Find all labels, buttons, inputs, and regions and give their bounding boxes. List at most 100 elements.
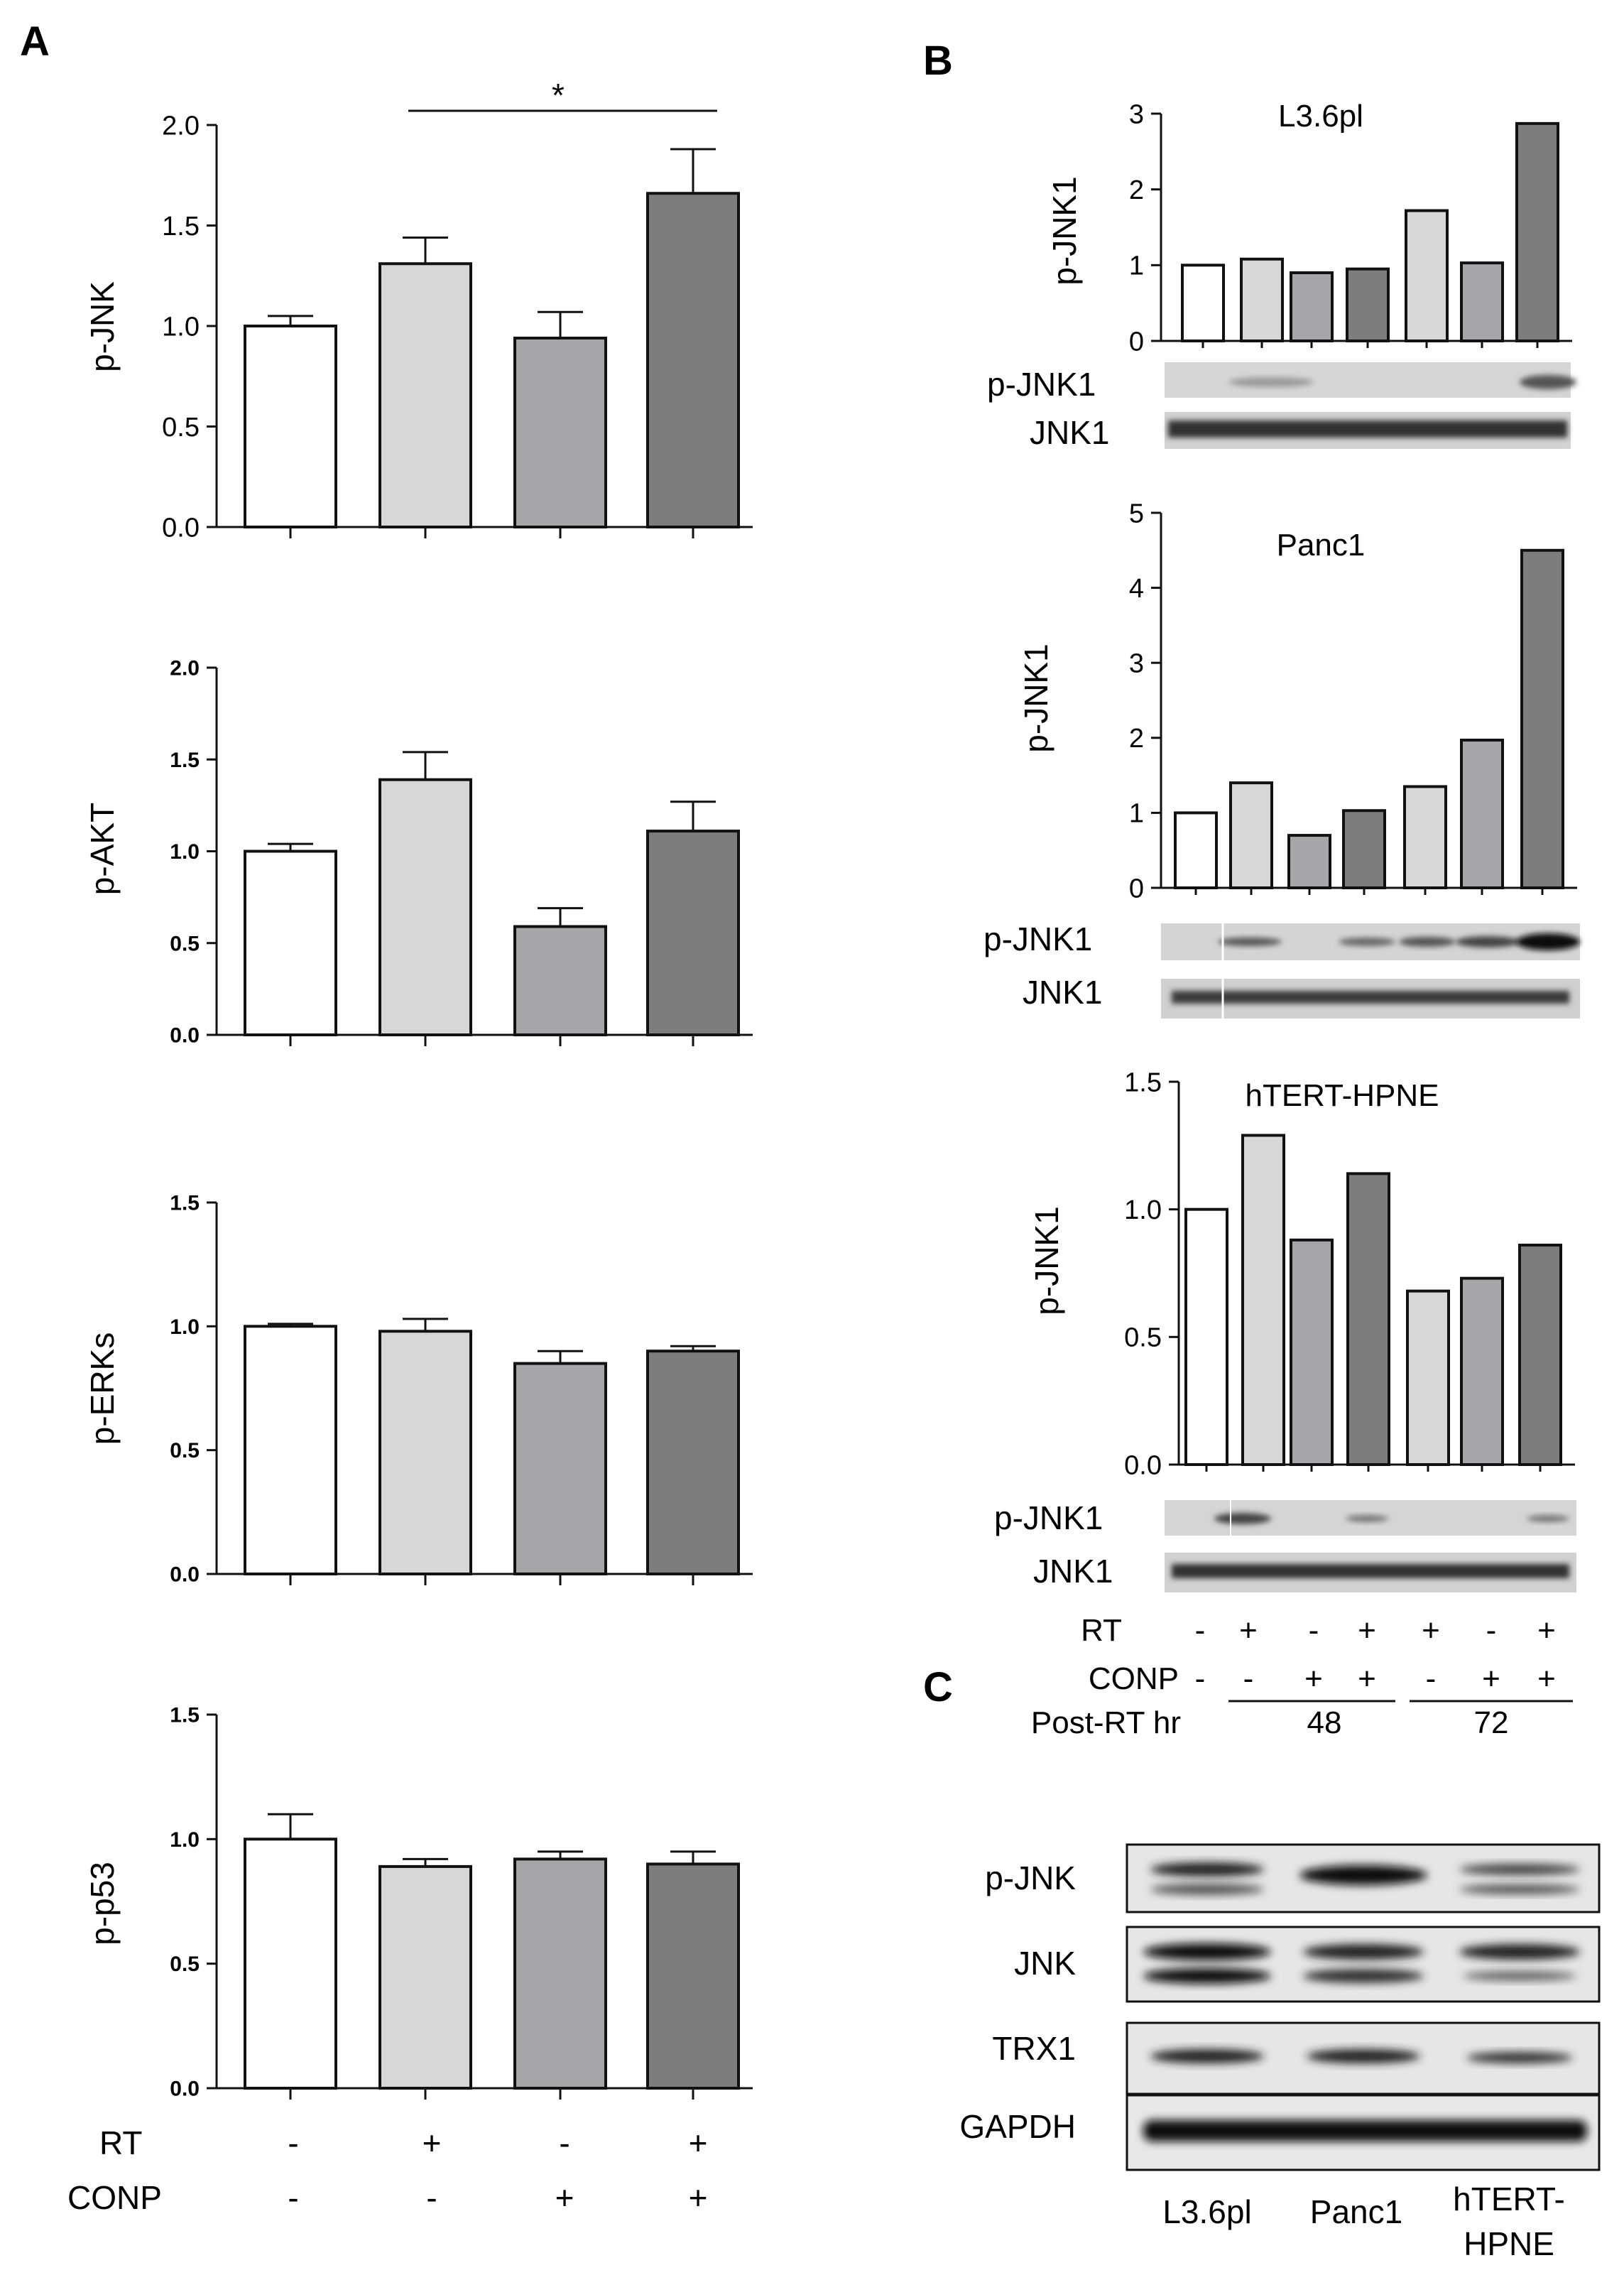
b-rt-sign: - <box>1195 1613 1206 1648</box>
y-tick-label: 0.5 <box>162 413 200 442</box>
bar <box>1229 781 1273 890</box>
y-tick-label: 1.0 <box>170 1315 200 1339</box>
blot-band <box>1339 938 1395 946</box>
blot-band <box>1456 936 1520 948</box>
b-rt-sign: + <box>1239 1613 1258 1648</box>
c-row-label-jnk: JNK <box>1014 1945 1076 1982</box>
b-conp-sign: + <box>1482 1661 1500 1696</box>
conp-sign: + <box>689 2179 708 2216</box>
y-tick-label: 0.5 <box>170 932 200 955</box>
y-tick-label: 1.5 <box>170 1192 200 1215</box>
b-rt-sign: + <box>1358 1613 1376 1648</box>
y-tick-label: 4 <box>1129 574 1144 604</box>
rt-sign: + <box>689 2124 708 2161</box>
blot-label-jnk1: JNK1 <box>1033 1553 1113 1590</box>
bar <box>1346 1172 1390 1466</box>
c-band <box>1150 1862 1264 1877</box>
y-tick-label: 3 <box>1129 99 1144 129</box>
bar <box>378 1864 472 2090</box>
panel-label-a: A <box>20 18 50 65</box>
c-lane-label: Panc1 <box>1310 2193 1402 2230</box>
bar <box>513 1857 607 2090</box>
b-conp-sign: - <box>1426 1661 1437 1696</box>
y-tick-label: 1.5 <box>170 1704 200 1727</box>
chart-title: hTERT-HPNE <box>1245 1078 1439 1113</box>
blot-band <box>1520 375 1576 389</box>
chart-p-p53: 0.0 0.5 1.0 1.5 p-p53 <box>84 1704 753 2101</box>
rt-sign: - <box>559 2124 570 2161</box>
y-axis-label: p-ERKs <box>84 1332 121 1445</box>
blot-band <box>1228 377 1314 387</box>
c-row-label-pjnk: p-JNK <box>985 1859 1076 1896</box>
c-band <box>1143 1968 1271 1984</box>
bar <box>244 1837 337 2090</box>
blot-band <box>1218 938 1282 946</box>
chart-panc1: 0 1 2 3 4 5 p-JNK1 Panc1 <box>1018 499 1577 903</box>
y-tick-label: 3 <box>1129 649 1144 679</box>
bar <box>244 1325 337 1576</box>
c-band <box>1459 1864 1580 1875</box>
y-tick-label: 0.0 <box>1124 1450 1162 1480</box>
b-rt-sign: - <box>1309 1613 1319 1648</box>
group-72-label: 72 <box>1474 1705 1509 1740</box>
c-lane-label: L3.6pl <box>1162 2193 1251 2230</box>
b-rt-sign: - <box>1486 1613 1497 1648</box>
bar <box>1460 738 1504 890</box>
chart-p-akt: 0.0 0.5 1.0 1.5 2.0 p-AKT <box>84 657 753 1048</box>
blot-strip <box>1165 362 1571 398</box>
c-blot-frame <box>1126 1926 1601 2003</box>
chart-title: L3.6pl <box>1278 99 1363 134</box>
bar <box>378 262 472 528</box>
c-band <box>1143 1943 1271 1960</box>
c-band <box>1459 1884 1580 1894</box>
bar <box>1184 1207 1228 1466</box>
c-band <box>1299 1865 1427 1885</box>
bar <box>1174 811 1218 890</box>
y-axis-label: p-JNK1 <box>1046 176 1083 285</box>
c-band <box>1150 2049 1264 2063</box>
blot-label-jnk1: JNK1 <box>1030 414 1109 451</box>
conp-sign: - <box>288 2179 298 2216</box>
y-tick-label: 1 <box>1129 799 1144 829</box>
y-axis-label: p-JNK1 <box>1018 644 1054 752</box>
bar <box>1460 1276 1504 1466</box>
b-conp-label: CONP <box>1089 1661 1179 1696</box>
c-band <box>1150 1884 1264 1895</box>
y-axis-label: p-JNK1 <box>1028 1206 1065 1315</box>
y-axis-label: p-p53 <box>84 1862 121 1945</box>
b-conp-sign: - <box>1243 1661 1254 1696</box>
y-tick-label: 2 <box>1129 724 1144 754</box>
blot-band <box>1214 1513 1271 1524</box>
panel-a-conditions: RT CONP - + - + - - + + <box>67 2124 707 2216</box>
c-band <box>1466 2052 1573 2063</box>
blot-band <box>1168 420 1567 438</box>
bar <box>378 1330 472 1575</box>
c-lane-label: hTERT- <box>1453 2181 1565 2217</box>
bar <box>1515 121 1559 342</box>
bar <box>513 1362 607 1575</box>
y-tick-label: 0.5 <box>170 1953 200 1976</box>
b-rt-sign: + <box>1422 1613 1440 1648</box>
blot-band <box>1346 1515 1388 1522</box>
rt-sign: + <box>423 2124 442 2161</box>
bar <box>646 192 740 528</box>
b-post-label: Post-RT hr <box>1031 1705 1181 1740</box>
bar <box>1287 834 1331 889</box>
bar <box>1460 261 1504 342</box>
bar <box>1403 785 1447 889</box>
c-band <box>1143 2120 1587 2141</box>
c-band <box>1463 1971 1576 1981</box>
y-tick-label: 1.0 <box>1124 1195 1162 1225</box>
chart-p-jnk: 0.0 0.5 1.0 1.5 2.0 p-JNK <box>84 111 753 543</box>
y-tick-label: 1.0 <box>170 1828 200 1852</box>
panel-b-conditions: RT CONP Post-RT hr - + - + + - + - - + +… <box>1031 1613 1573 1740</box>
blot-band <box>1399 937 1456 947</box>
bar <box>1405 209 1449 342</box>
y-tick-label: 0.0 <box>170 2078 200 2101</box>
c-band <box>1459 1944 1580 1960</box>
blot-l36pl: p-JNK1 JNK1 <box>987 362 1576 451</box>
y-tick-label: 1.0 <box>162 312 200 342</box>
y-tick-label: 0.5 <box>170 1439 200 1462</box>
y-tick-label: 1 <box>1129 251 1144 281</box>
